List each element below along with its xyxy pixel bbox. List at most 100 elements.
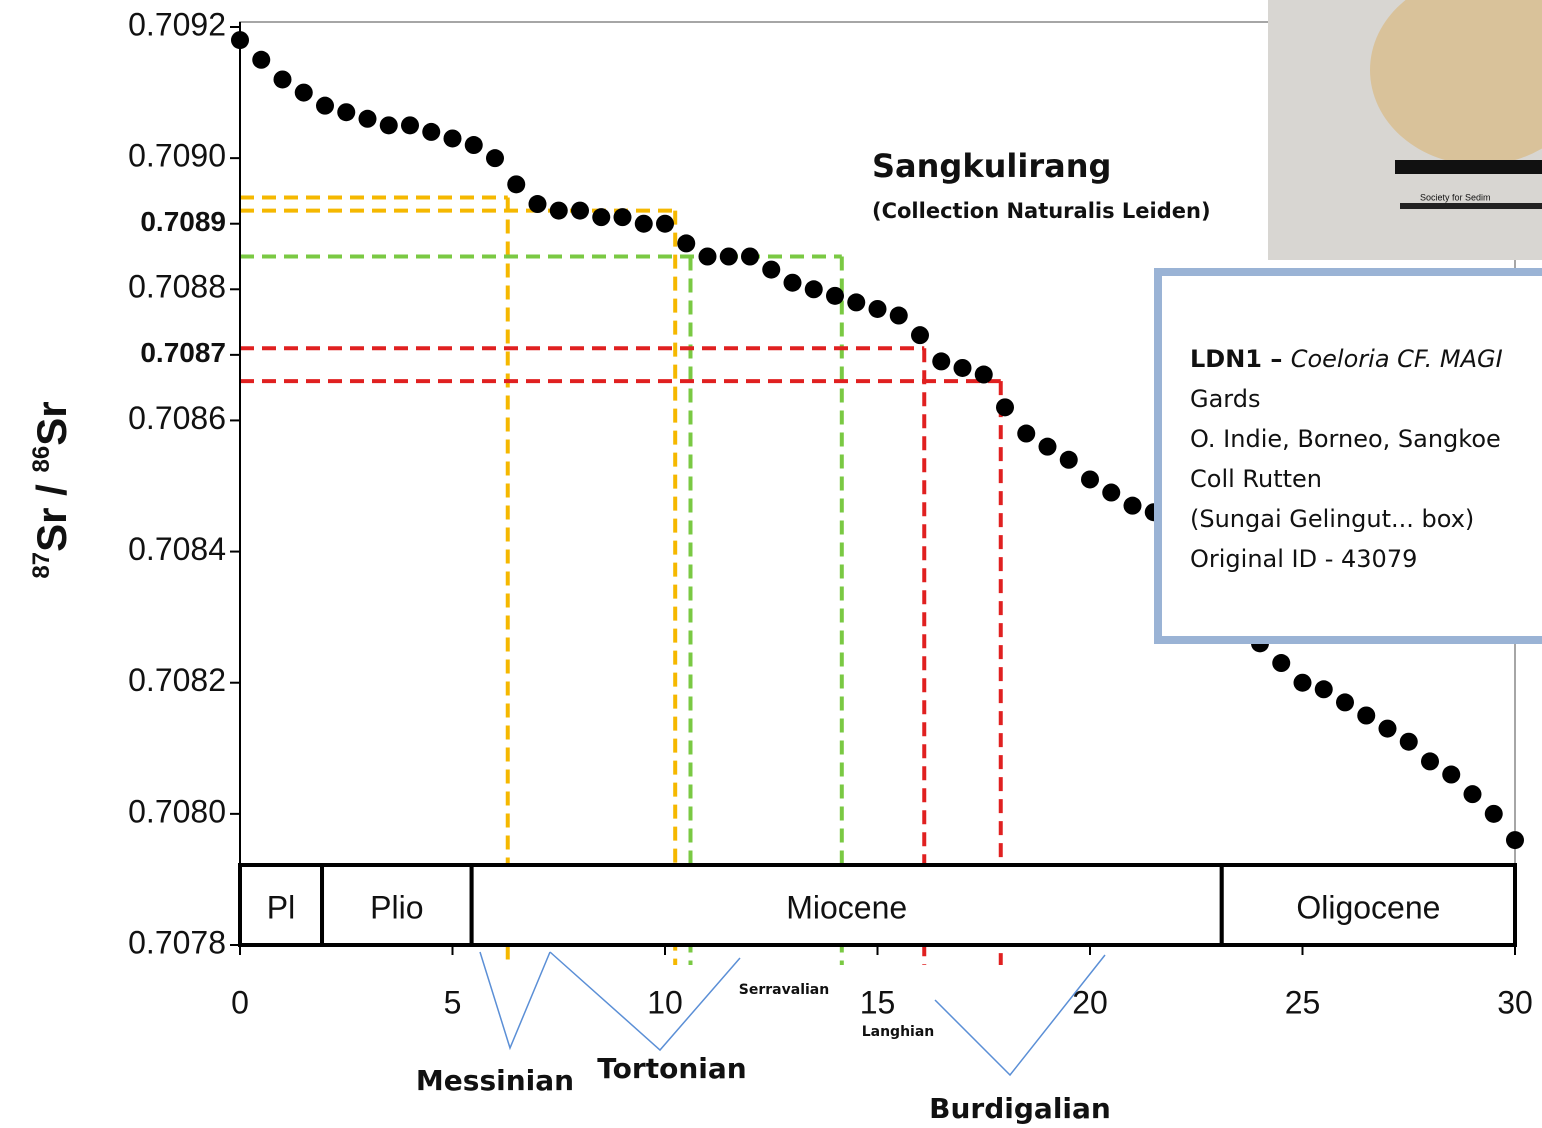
isotope: 87	[28, 552, 55, 579]
inset-species: Coeloria CF. MAGI	[1291, 345, 1503, 373]
inset-line: (Sungai Gelingut... box)	[1190, 505, 1474, 533]
point	[316, 96, 334, 115]
y-tick-label: 0.7089	[140, 206, 226, 237]
point	[1421, 752, 1439, 771]
y-tick-label: 0.7088	[128, 269, 226, 305]
annotation-title: Sangkulirang	[872, 147, 1111, 185]
point	[337, 103, 356, 122]
point	[252, 50, 271, 69]
point	[592, 208, 611, 227]
point	[911, 326, 929, 345]
point	[996, 398, 1014, 417]
bracket	[549, 951, 741, 1052]
point	[528, 195, 547, 214]
epoch-label: Plio	[370, 889, 423, 925]
photo-inset: Society for Sedim	[1268, 0, 1542, 260]
epoch-box	[238, 863, 325, 947]
y-tick-label: 0.7086	[128, 400, 226, 436]
epoch-label: Miocene	[786, 889, 907, 925]
point	[783, 273, 802, 292]
inset-line: Coll Rutten	[1190, 465, 1322, 493]
point	[719, 247, 738, 266]
point	[868, 299, 887, 318]
inset-line: Gards	[1190, 385, 1261, 413]
y-tick-label: 0.7087	[140, 337, 226, 368]
x-tick-label: 15	[860, 984, 896, 1020]
point	[1272, 654, 1291, 673]
point	[1123, 496, 1142, 515]
epoch-box	[320, 863, 474, 947]
point	[1293, 673, 1312, 692]
inset-box	[1154, 268, 1542, 644]
inset-line: O. Indie, Borneo, Sangkoe	[1190, 425, 1501, 453]
element: Sr	[28, 401, 75, 445]
epoch-label: Pl	[267, 889, 295, 925]
point	[656, 214, 674, 233]
point	[401, 116, 419, 135]
point	[741, 247, 759, 266]
element: Sr /	[28, 472, 75, 551]
point	[826, 286, 844, 305]
inset-dash: –	[1262, 345, 1291, 373]
point	[1017, 424, 1036, 443]
point	[1484, 804, 1503, 823]
point	[379, 116, 398, 135]
epoch-label: Oligocene	[1296, 889, 1440, 925]
inset-lines: Gards O. Indie, Borneo, Sangkoe Coll Rutte…	[1190, 385, 1501, 573]
point	[273, 70, 292, 89]
point	[932, 352, 951, 371]
point	[358, 109, 377, 128]
point	[889, 306, 908, 325]
stage-label: Langhian	[862, 1024, 935, 1040]
point	[847, 293, 866, 312]
inset-id: LDN1	[1190, 345, 1262, 373]
point	[1059, 450, 1078, 469]
point	[549, 201, 568, 220]
x-tick-label: 5	[444, 984, 462, 1020]
point	[1463, 785, 1482, 804]
stage-label: Tortonian	[597, 1052, 746, 1085]
specimen	[1370, 0, 1542, 165]
inset-line: Original ID - 43079	[1190, 545, 1417, 573]
point	[974, 365, 993, 384]
point	[677, 234, 696, 253]
scale-bar	[1400, 203, 1542, 209]
scale-bar	[1395, 160, 1542, 174]
annotation-subtitle: (Collection Naturalis Leiden)	[872, 199, 1211, 223]
y-tick-label: 0.7078	[128, 924, 226, 960]
stage-label: Messinian	[416, 1064, 574, 1097]
photo-caption: Society for Sedim	[1420, 192, 1491, 202]
point	[1336, 693, 1354, 712]
y-tick-label: 0.7080	[128, 793, 226, 829]
point	[1399, 732, 1418, 751]
point	[486, 149, 504, 168]
point	[698, 247, 717, 266]
point	[571, 201, 589, 220]
y-tick-label: 0.7090	[128, 138, 226, 174]
point	[294, 83, 313, 102]
point	[507, 175, 526, 194]
point	[804, 280, 823, 299]
point	[613, 208, 632, 227]
x-tick-label: 25	[1285, 984, 1321, 1020]
point	[634, 214, 653, 233]
point	[443, 129, 462, 148]
x-tick-label: 0	[231, 984, 249, 1020]
point	[422, 122, 441, 141]
point	[464, 136, 483, 155]
point	[1506, 831, 1524, 850]
point	[1102, 483, 1121, 502]
isotope: 86	[28, 446, 55, 473]
x-tick-label: 20	[1072, 984, 1108, 1020]
guides	[240, 195, 1003, 965]
bracket	[934, 954, 1106, 1077]
y-tick-label: 0.7092	[128, 6, 226, 42]
y-tick-label: 0.7082	[128, 662, 226, 698]
point	[1357, 706, 1376, 725]
point	[1442, 765, 1461, 784]
point	[1038, 437, 1057, 456]
point	[953, 358, 972, 377]
point	[1314, 680, 1333, 699]
stage-label: Serravalian	[739, 982, 829, 998]
